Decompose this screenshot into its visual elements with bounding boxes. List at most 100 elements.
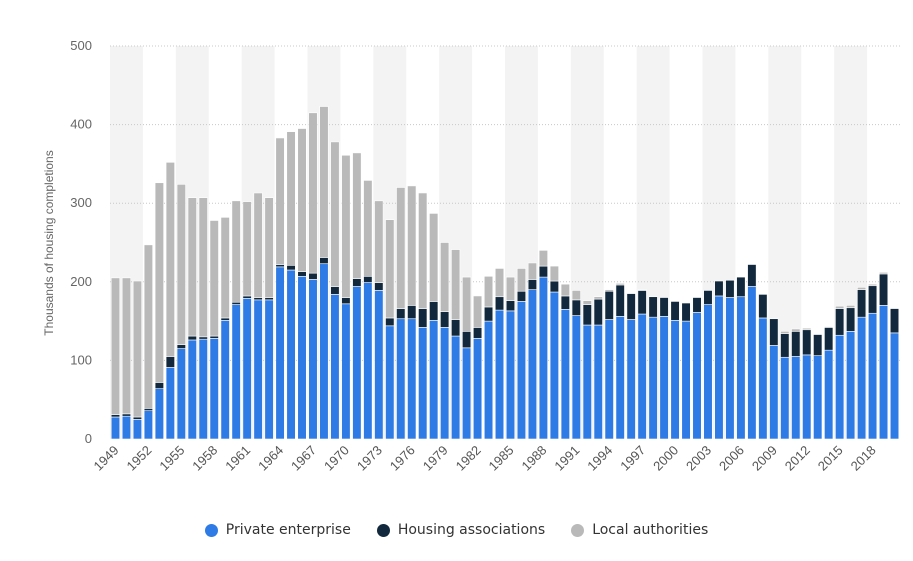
bar-housing-associations-2017[interactable] (857, 289, 867, 318)
bar-local-authorities-1973[interactable] (374, 200, 384, 283)
bar-private-enterprise-1968[interactable] (319, 263, 329, 440)
bar-housing-associations-1952[interactable] (143, 408, 153, 412)
bar-private-enterprise-1965[interactable] (286, 269, 296, 440)
bar-housing-associations-1956[interactable] (187, 335, 197, 341)
bar-private-enterprise-1973[interactable] (374, 290, 384, 440)
bar-housing-associations-2005[interactable] (725, 279, 735, 298)
bar-housing-associations-2009[interactable] (769, 318, 779, 346)
bar-housing-associations-2002[interactable] (692, 297, 702, 313)
bar-local-authorities-2011[interactable] (791, 328, 801, 332)
bar-local-authorities-1967[interactable] (308, 112, 318, 274)
bar-housing-associations-1984[interactable] (494, 296, 505, 311)
bar-private-enterprise-1998[interactable] (648, 316, 658, 440)
bar-private-enterprise-2001[interactable] (681, 320, 691, 440)
legend-item-local-authorities[interactable]: Local authorities (571, 522, 708, 538)
bar-private-enterprise-1993[interactable] (593, 324, 603, 440)
bar-housing-associations-2003[interactable] (703, 290, 713, 305)
bar-private-enterprise-2020[interactable] (889, 332, 900, 440)
bar-housing-associations-1991[interactable] (571, 299, 581, 316)
bar-private-enterprise-2007[interactable] (747, 286, 757, 440)
bar-private-enterprise-1950[interactable] (121, 415, 132, 440)
bar-housing-associations-1999[interactable] (659, 297, 669, 317)
bar-housing-associations-1985[interactable] (505, 300, 516, 312)
bar-housing-associations-1976[interactable] (407, 305, 417, 320)
bar-local-authorities-1974[interactable] (385, 219, 395, 319)
bar-private-enterprise-1999[interactable] (659, 316, 669, 440)
bar-local-authorities-1950[interactable] (121, 277, 132, 415)
bar-housing-associations-2006[interactable] (736, 276, 746, 298)
bar-private-enterprise-1974[interactable] (385, 325, 395, 440)
bar-private-enterprise-1987[interactable] (527, 289, 538, 440)
bar-local-authorities-2010[interactable] (780, 331, 790, 334)
bar-housing-associations-1951[interactable] (132, 416, 143, 420)
bar-private-enterprise-1996[interactable] (626, 319, 636, 440)
bar-housing-associations-1977[interactable] (418, 308, 428, 328)
bar-housing-associations-1970[interactable] (341, 297, 351, 305)
bar-housing-associations-2018[interactable] (867, 285, 878, 314)
bar-housing-associations-1950[interactable] (121, 413, 132, 417)
bar-housing-associations-1979[interactable] (440, 311, 450, 328)
bar-private-enterprise-1990[interactable] (560, 309, 570, 440)
bar-local-authorities-2014[interactable] (824, 326, 834, 328)
bar-housing-associations-2020[interactable] (889, 308, 900, 334)
bar-private-enterprise-1953[interactable] (154, 388, 164, 440)
bar-housing-associations-1982[interactable] (472, 327, 483, 339)
bar-housing-associations-1988[interactable] (538, 265, 548, 278)
bar-private-enterprise-1975[interactable] (396, 318, 406, 440)
bar-local-authorities-1993[interactable] (593, 296, 603, 300)
bar-local-authorities-1983[interactable] (483, 275, 494, 308)
legend-item-housing-associations[interactable]: Housing associations (376, 522, 545, 538)
bar-local-authorities-1995[interactable] (615, 283, 625, 286)
bar-housing-associations-1965[interactable] (286, 264, 296, 271)
bar-housing-associations-1957[interactable] (198, 336, 208, 340)
bar-private-enterprise-1982[interactable] (472, 338, 483, 440)
bar-housing-associations-1954[interactable] (165, 356, 175, 368)
bar-private-enterprise-1960[interactable] (231, 304, 241, 440)
bar-private-enterprise-1963[interactable] (264, 299, 274, 440)
bar-private-enterprise-1989[interactable] (549, 291, 559, 440)
bar-private-enterprise-1983[interactable] (483, 320, 494, 440)
bar-housing-associations-2008[interactable] (758, 294, 768, 319)
bar-private-enterprise-1977[interactable] (418, 327, 428, 440)
bar-private-enterprise-1984[interactable] (494, 309, 505, 440)
bar-private-enterprise-1955[interactable] (176, 348, 186, 440)
bar-housing-associations-2001[interactable] (681, 302, 691, 322)
bar-housing-associations-1973[interactable] (374, 282, 384, 291)
bar-housing-associations-1998[interactable] (648, 296, 658, 318)
bar-private-enterprise-2012[interactable] (802, 354, 812, 440)
bar-local-authorities-1979[interactable] (440, 242, 450, 312)
bar-private-enterprise-1979[interactable] (440, 327, 450, 440)
bar-housing-associations-2012[interactable] (802, 329, 812, 356)
bar-private-enterprise-2000[interactable] (670, 320, 680, 440)
bar-local-authorities-1987[interactable] (527, 262, 538, 280)
bar-local-authorities-1982[interactable] (472, 295, 483, 328)
bar-local-authorities-1961[interactable] (242, 201, 252, 297)
bar-local-authorities-1986[interactable] (516, 268, 527, 292)
bar-local-authorities-1988[interactable] (538, 250, 548, 267)
bar-housing-associations-1963[interactable] (264, 297, 274, 301)
bar-local-authorities-1975[interactable] (396, 187, 406, 309)
bar-housing-associations-1987[interactable] (527, 279, 538, 290)
bar-housing-associations-1992[interactable] (582, 304, 592, 326)
bar-private-enterprise-2003[interactable] (703, 304, 713, 440)
bar-local-authorities-1978[interactable] (429, 213, 439, 302)
bar-local-authorities-1984[interactable] (494, 268, 505, 298)
bar-housing-associations-1980[interactable] (451, 319, 461, 337)
bar-local-authorities-1959[interactable] (220, 217, 230, 319)
bar-housing-associations-1964[interactable] (275, 264, 285, 268)
bar-local-authorities-1954[interactable] (165, 162, 175, 357)
bar-housing-associations-1986[interactable] (516, 290, 527, 302)
bar-local-authorities-1969[interactable] (330, 141, 340, 287)
bar-housing-associations-1989[interactable] (549, 280, 559, 293)
bar-local-authorities-1960[interactable] (231, 200, 241, 303)
bar-private-enterprise-1949[interactable] (110, 416, 121, 440)
bar-local-authorities-2015[interactable] (835, 305, 845, 309)
bar-local-authorities-1977[interactable] (418, 192, 428, 309)
bar-private-enterprise-1954[interactable] (165, 367, 175, 440)
bar-local-authorities-2013[interactable] (813, 333, 823, 335)
bar-local-authorities-1992[interactable] (582, 300, 592, 305)
bar-private-enterprise-1992[interactable] (582, 324, 592, 440)
bar-private-enterprise-2009[interactable] (769, 345, 779, 440)
bar-local-authorities-1956[interactable] (187, 197, 197, 337)
bar-local-authorities-1957[interactable] (198, 197, 208, 338)
